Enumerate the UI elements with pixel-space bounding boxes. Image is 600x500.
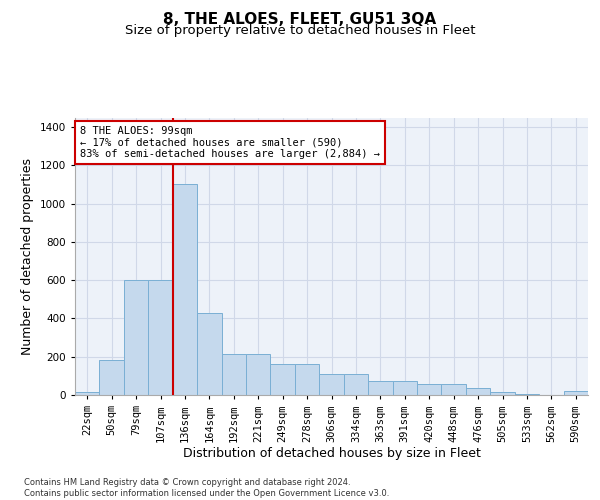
Bar [344,374,368,395]
Y-axis label: Number of detached properties: Number of detached properties [21,158,34,355]
Text: 8 THE ALOES: 99sqm
← 17% of detached houses are smaller (590)
83% of semi-detach: 8 THE ALOES: 99sqm ← 17% of detached hou… [80,126,380,159]
Bar [75,392,100,395]
Bar [466,388,490,395]
Bar [368,380,392,395]
Bar [221,354,246,395]
Bar [271,364,295,395]
Bar [563,391,588,395]
Bar [173,184,197,395]
Bar [295,364,319,395]
Bar [417,384,442,395]
Bar [490,392,515,395]
Text: Contains HM Land Registry data © Crown copyright and database right 2024.
Contai: Contains HM Land Registry data © Crown c… [24,478,389,498]
Bar [319,374,344,395]
X-axis label: Distribution of detached houses by size in Fleet: Distribution of detached houses by size … [182,447,481,460]
Bar [124,280,148,395]
Text: Size of property relative to detached houses in Fleet: Size of property relative to detached ho… [125,24,475,37]
Bar [392,380,417,395]
Bar [148,280,173,395]
Bar [100,360,124,395]
Bar [246,354,271,395]
Text: 8, THE ALOES, FLEET, GU51 3QA: 8, THE ALOES, FLEET, GU51 3QA [163,12,437,28]
Bar [442,384,466,395]
Bar [197,312,221,395]
Bar [515,394,539,395]
